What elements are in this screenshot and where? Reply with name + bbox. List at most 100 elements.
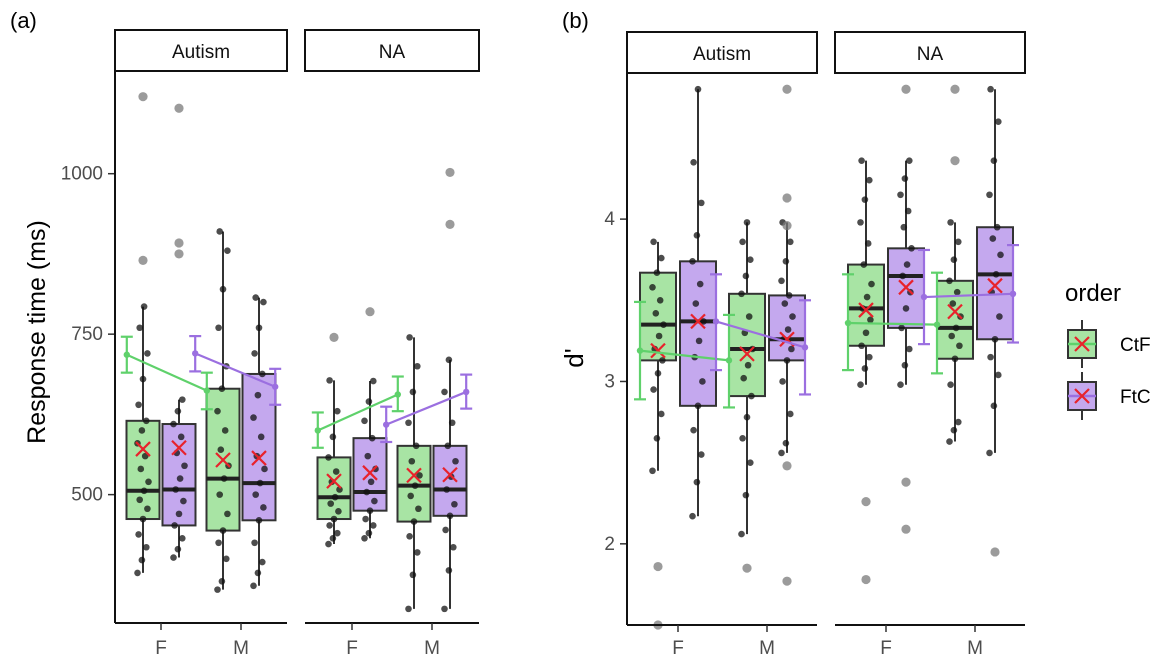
data-point — [441, 388, 448, 396]
x-tick-label-m: M — [424, 638, 440, 659]
data-point — [214, 407, 221, 415]
data-point — [139, 375, 147, 383]
data-point — [218, 577, 226, 585]
data-point — [950, 426, 958, 434]
data-point — [138, 427, 146, 434]
data-point — [743, 219, 751, 226]
x-tick-label-f: F — [880, 638, 892, 659]
data-point — [992, 271, 1000, 278]
mean-marker-b — [251, 450, 267, 466]
data-point — [867, 316, 874, 324]
data-point — [172, 486, 179, 493]
mean-point — [920, 293, 928, 301]
data-point — [995, 118, 1002, 126]
box-ctf-f — [639, 238, 677, 630]
data-point — [949, 300, 957, 307]
data-point — [179, 396, 186, 403]
x-tick-label-m: M — [759, 638, 775, 659]
data-point — [947, 219, 954, 226]
box-ctf-m — [728, 219, 766, 573]
mean-marker-b — [135, 441, 151, 457]
data-point — [651, 345, 658, 353]
data-point — [987, 353, 994, 361]
data-point — [654, 370, 662, 377]
data-point — [405, 419, 412, 427]
mean-ci-layer — [634, 273, 811, 409]
facet-autism-a: Autism F M — [114, 29, 288, 659]
data-point — [738, 530, 745, 538]
data-point — [170, 554, 177, 561]
mean-marker-b — [362, 465, 378, 481]
data-point — [330, 515, 338, 523]
data-point — [218, 385, 226, 393]
outlier-point — [901, 477, 911, 487]
box-body — [161, 423, 197, 527]
data-point — [658, 410, 665, 418]
facet-autism-b: Autism F M — [626, 31, 818, 659]
data-point — [955, 418, 962, 426]
outlier-point — [950, 156, 960, 166]
box-ftc-f — [161, 103, 197, 561]
data-point — [864, 240, 872, 247]
mean-point — [192, 350, 199, 357]
panel-b: (b) d' 2 3 4 Autism F M NA F M — [559, 8, 1026, 659]
data-point — [251, 539, 258, 547]
mean-point — [801, 344, 809, 351]
plot-area-autism-a — [120, 92, 282, 593]
data-point — [176, 475, 184, 482]
data-point — [334, 529, 341, 537]
legend-key-mean-b — [1074, 388, 1090, 404]
data-point — [787, 410, 794, 418]
data-point — [174, 407, 182, 415]
outlier-point — [950, 84, 960, 94]
data-point — [325, 454, 332, 461]
data-point — [653, 269, 661, 276]
data-point — [699, 378, 706, 385]
box-ftc-m — [432, 167, 468, 613]
data-point — [250, 414, 257, 421]
legend-key-ctf — [1067, 320, 1097, 368]
data-point — [261, 465, 268, 473]
outlier-point — [782, 193, 792, 203]
facet-strip-na-b — [834, 31, 1026, 74]
data-point — [367, 478, 375, 486]
facet-label-autism-a: Autism — [172, 42, 230, 63]
data-point — [789, 313, 796, 320]
x-tick-label-f: F — [672, 638, 684, 659]
data-point — [442, 526, 449, 534]
mean-point — [383, 421, 390, 428]
data-point — [250, 582, 257, 590]
data-point — [414, 549, 421, 556]
box-ftc-f — [352, 307, 388, 542]
mean-trend-line — [126, 353, 208, 392]
mean-point — [725, 357, 733, 364]
outlier-point — [782, 461, 792, 471]
outlier-point — [782, 221, 792, 231]
outlier-point — [445, 219, 455, 230]
mean-point — [203, 387, 210, 394]
data-point — [450, 543, 457, 551]
mean-ci-layer — [842, 243, 1019, 375]
data-point — [689, 512, 696, 520]
data-point — [139, 515, 147, 523]
data-point — [180, 497, 187, 505]
y-tick-label: 1000 — [61, 164, 103, 185]
box-body — [432, 444, 468, 517]
data-point — [144, 350, 151, 357]
data-point — [698, 199, 705, 207]
data-point — [690, 158, 697, 166]
box-body — [728, 292, 766, 398]
mean-marker-b — [215, 452, 231, 468]
mean-trend-line — [847, 321, 938, 326]
box-body — [639, 271, 677, 362]
data-point — [224, 247, 231, 255]
data-point — [901, 175, 909, 182]
data-point — [698, 451, 705, 458]
data-point — [259, 558, 266, 566]
facet-na-b: NA F M — [834, 31, 1026, 659]
x-tick-label-f: F — [155, 638, 167, 659]
data-point — [778, 449, 785, 457]
data-point — [325, 540, 332, 548]
outlier-point — [990, 547, 1000, 557]
mean-ci-layer — [120, 334, 282, 411]
